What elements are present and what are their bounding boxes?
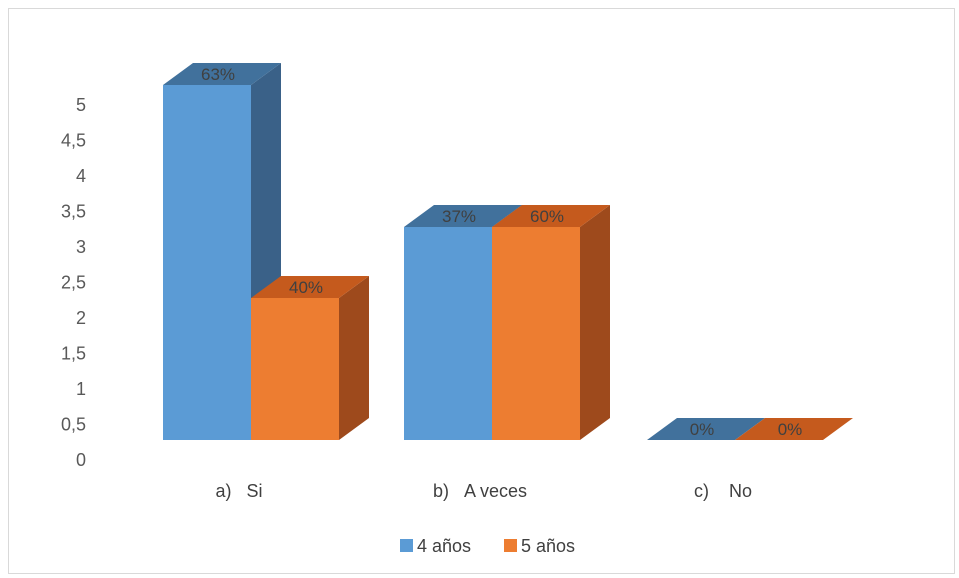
y-tick-label: 1 [76, 379, 86, 399]
category-label: b) A veces [433, 481, 527, 501]
y-tick-label: 3 [76, 237, 86, 257]
bar-front [251, 298, 339, 440]
y-axis: 0 0,5 1 1,5 2 2,5 3 3,5 4 4,5 5 [61, 95, 86, 470]
data-label: 0% [778, 420, 803, 439]
bar-top [163, 63, 281, 85]
legend-label: 4 años [417, 536, 471, 556]
category-label: c) No [694, 481, 752, 501]
data-label: 0% [690, 420, 715, 439]
legend-item: 4 años [400, 536, 471, 556]
data-label: 63% [201, 65, 235, 84]
data-labels: 63% 40% 37% 60% 0% 0% [201, 65, 802, 439]
bar-front [492, 227, 580, 440]
bar-front [163, 85, 251, 440]
bar-front [404, 227, 492, 440]
y-tick-label: 0,5 [61, 415, 86, 435]
bar-top [492, 205, 610, 227]
category-label: a) Si [215, 481, 262, 501]
bar [647, 418, 765, 440]
y-tick-label: 4 [76, 166, 86, 186]
y-tick-label: 0 [76, 450, 86, 470]
legend-swatch [400, 539, 413, 552]
bars [163, 63, 853, 440]
bar [251, 276, 369, 440]
y-tick-label: 5 [76, 95, 86, 115]
bar-side [339, 276, 369, 440]
legend-label: 5 años [521, 536, 575, 556]
bar [492, 205, 610, 440]
bar-top [404, 205, 522, 227]
bar-top [251, 276, 369, 298]
legend-swatch [504, 539, 517, 552]
y-tick-label: 1,5 [61, 344, 86, 364]
bar-side [580, 205, 610, 440]
y-tick-label: 2,5 [61, 273, 86, 293]
bar-top [647, 418, 765, 440]
legend: 4 años 5 años [400, 536, 575, 556]
y-tick-label: 2 [76, 308, 86, 328]
category-labels: a) Si b) A veces c) No [215, 481, 752, 501]
data-label: 60% [530, 207, 564, 226]
data-label: 40% [289, 278, 323, 297]
data-label: 37% [442, 207, 476, 226]
bar-top [735, 418, 853, 440]
legend-item: 5 años [504, 536, 575, 556]
bar [735, 418, 853, 440]
y-tick-label: 4,5 [61, 131, 86, 151]
y-tick-label: 3,5 [61, 202, 86, 222]
